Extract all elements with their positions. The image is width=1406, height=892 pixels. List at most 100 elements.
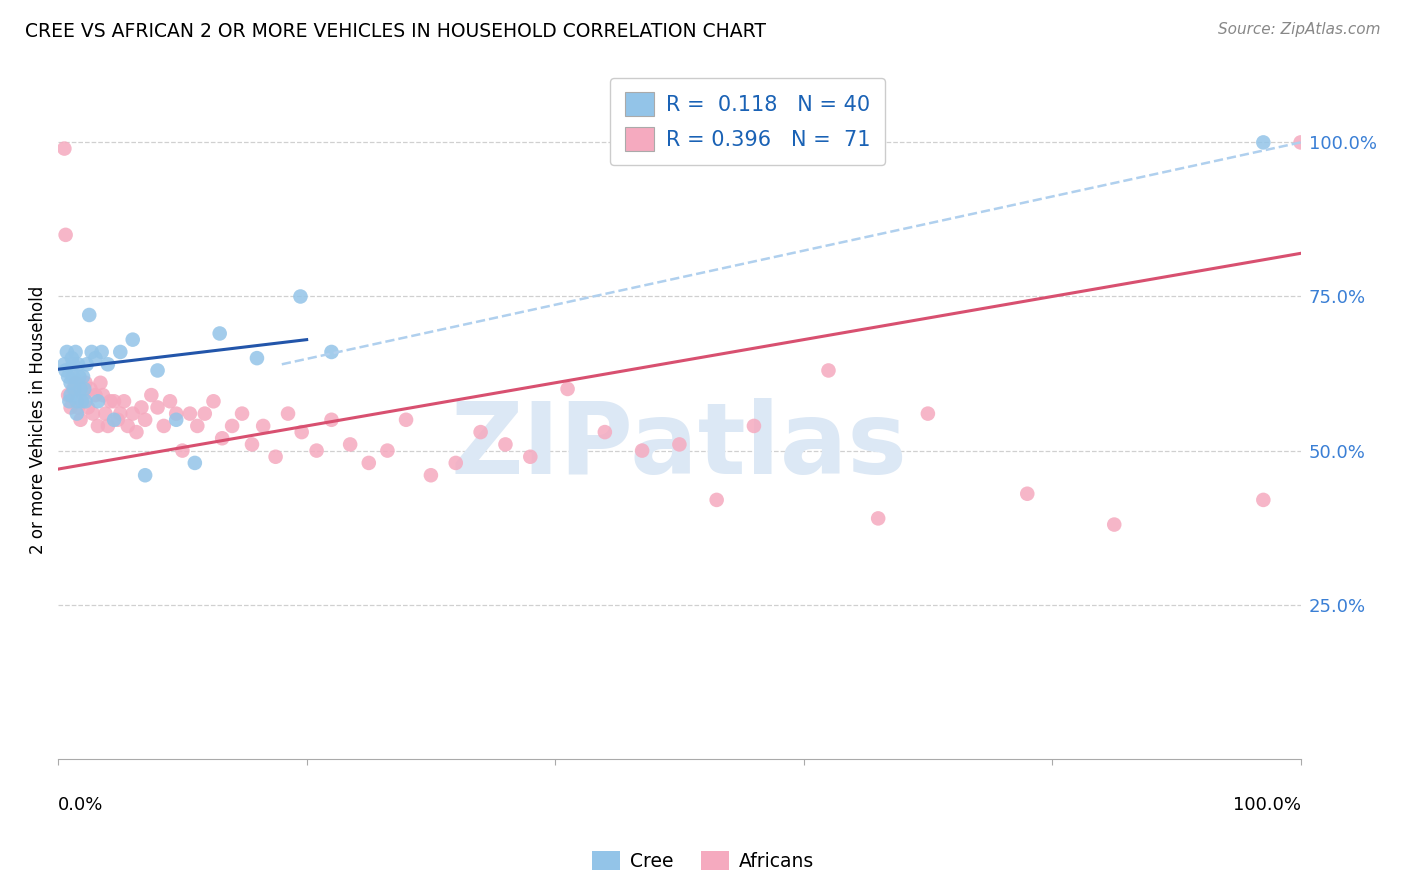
Point [1017,487,1039,501]
Point [80,345,103,359]
Point [121,407,143,421]
Point [184,456,207,470]
Point [211,431,233,445]
Point [62,357,84,371]
Point [75,376,97,390]
Point [1102,517,1125,532]
Point [1253,136,1275,150]
Point [75,394,97,409]
Point [59,401,82,415]
Point [59,376,82,390]
Point [91,388,114,402]
Point [69,413,91,427]
Point [103,394,125,409]
Point [419,468,441,483]
Point [67,369,90,384]
Point [202,394,225,409]
Point [186,419,208,434]
Point [73,382,96,396]
Point [60,351,83,365]
Text: 100.0%: 100.0% [1233,796,1301,814]
Point [277,407,299,421]
Point [240,437,263,451]
Point [668,437,690,451]
Point [77,401,100,415]
Point [72,369,94,384]
Point [631,443,654,458]
Text: CREE VS AFRICAN 2 OR MORE VEHICLES IN HOUSEHOLD CORRELATION CHART: CREE VS AFRICAN 2 OR MORE VEHICLES IN HO… [25,22,766,41]
Point [134,468,156,483]
Point [165,407,187,421]
Point [221,419,243,434]
Point [72,388,94,402]
Point [179,407,201,421]
Point [117,419,139,434]
Point [94,407,117,421]
Point [321,345,343,359]
Point [110,407,132,421]
Point [494,437,516,451]
Point [65,376,87,390]
Point [470,425,492,439]
Point [291,425,314,439]
Point [817,363,839,377]
Point [77,308,100,322]
Point [290,289,312,303]
Point [87,394,110,409]
Point [98,394,121,409]
Point [84,388,107,402]
Point [146,363,169,377]
Point [557,382,579,396]
Point [107,413,129,427]
Point [55,363,77,377]
Point [519,450,541,464]
Point [62,382,84,396]
Point [65,345,87,359]
Point [134,413,156,427]
Legend: Cree, Africans: Cree, Africans [585,843,821,878]
Point [53,142,76,156]
Point [357,456,380,470]
Point [97,419,120,434]
Point [121,333,143,347]
Point [103,413,125,427]
Point [56,369,79,384]
Point [208,326,231,341]
Point [264,450,287,464]
Point [395,413,418,427]
Point [917,407,939,421]
Point [593,425,616,439]
Point [146,401,169,415]
Y-axis label: 2 or more Vehicles in Household: 2 or more Vehicles in Household [30,285,46,554]
Point [69,382,91,396]
Point [125,425,148,439]
Point [110,345,132,359]
Point [53,357,76,371]
Point [742,419,765,434]
Point [868,511,890,525]
Point [152,419,174,434]
Point [76,357,98,371]
Point [55,227,77,242]
Point [66,394,89,409]
Point [131,401,153,415]
Point [159,394,181,409]
Point [67,401,90,415]
Point [246,351,269,365]
Point [97,357,120,371]
Point [66,407,89,421]
Point [90,345,112,359]
Point [1253,492,1275,507]
Point [194,407,217,421]
Point [56,345,79,359]
Legend: R =  0.118   N = 40, R = 0.396   N =  71: R = 0.118 N = 40, R = 0.396 N = 71 [610,78,886,165]
Point [63,382,86,396]
Point [231,407,253,421]
Point [89,376,111,390]
Point [58,394,80,409]
Point [67,357,90,371]
Point [70,394,93,409]
Point [305,443,328,458]
Text: ZIPatlas: ZIPatlas [451,399,908,495]
Point [59,388,82,402]
